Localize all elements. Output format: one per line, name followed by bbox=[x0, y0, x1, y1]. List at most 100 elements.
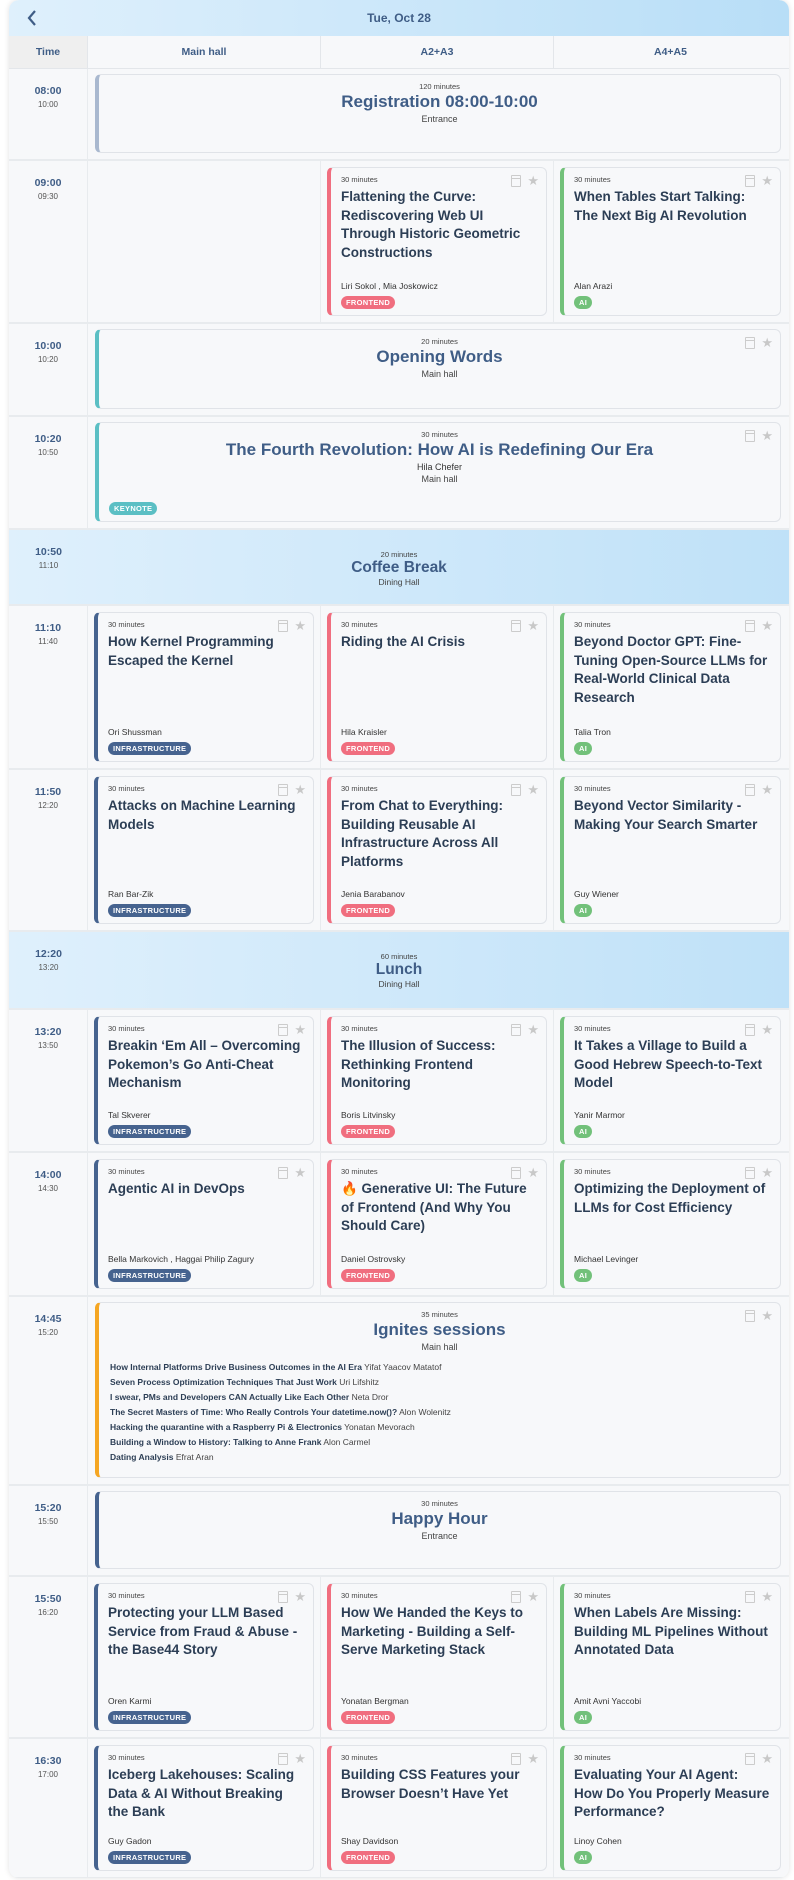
plenary-session-card[interactable]: 120 minutes Registration 08:00-10:00 Entra… bbox=[95, 74, 781, 153]
star-icon[interactable]: ★ bbox=[761, 1308, 773, 1323]
tag-badge: AI bbox=[574, 1851, 593, 1864]
plenary-session-card[interactable]: 30 minutes Happy Hour Entrance bbox=[95, 1491, 781, 1569]
calendar-icon[interactable] bbox=[278, 784, 289, 796]
calendar-icon[interactable] bbox=[511, 1167, 522, 1179]
end-time: 10:00 bbox=[37, 100, 59, 109]
chevron-left-icon[interactable] bbox=[23, 8, 41, 28]
session-card[interactable]: ★ 30 minutes Beyond Doctor GPT: Fine-Tunin… bbox=[560, 612, 781, 762]
plenary-session-card[interactable]: ★ 20 minutes Opening Words Main hall bbox=[95, 329, 781, 409]
session-card[interactable]: ★ 30 minutes When Tables Start Talking: Th… bbox=[560, 167, 781, 316]
session-card[interactable]: ★ 30 minutes Riding the AI Crisis Hila Krai… bbox=[327, 612, 547, 762]
star-icon[interactable]: ★ bbox=[527, 1751, 539, 1766]
calendar-icon[interactable] bbox=[745, 1024, 756, 1036]
star-icon[interactable]: ★ bbox=[761, 1165, 773, 1180]
ignite-talk[interactable]: Building a Window to History: Talking to… bbox=[110, 1435, 770, 1450]
star-icon[interactable]: ★ bbox=[761, 428, 773, 443]
star-icon[interactable]: ★ bbox=[294, 1589, 306, 1604]
ignite-talk[interactable]: How Internal Platforms Drive Business Ou… bbox=[110, 1360, 770, 1375]
tag-badge: INFRASTRUCTURE bbox=[108, 1711, 192, 1724]
speakers: Oren Karmi bbox=[108, 1696, 152, 1706]
session-card[interactable]: ★ 30 minutes Building CSS Features your Br… bbox=[327, 1745, 547, 1871]
session-card[interactable]: ★ 30 minutes Attacks on Machine Learning M… bbox=[94, 776, 314, 924]
calendar-icon[interactable] bbox=[745, 175, 756, 187]
duration: 30 minutes bbox=[341, 1024, 378, 1033]
star-icon[interactable]: ★ bbox=[761, 173, 773, 188]
star-icon[interactable]: ★ bbox=[527, 618, 539, 633]
session-card[interactable]: ★ 30 minutes Agentic AI in DevOps Bella Mar… bbox=[94, 1159, 314, 1289]
end-time: 17:00 bbox=[37, 1770, 59, 1779]
session-card[interactable]: ★ 30 minutes Breakin ‘Em All – Overcoming … bbox=[94, 1016, 314, 1145]
calendar-icon[interactable] bbox=[511, 620, 522, 632]
column-header-a4-a5: A4+A5 bbox=[654, 46, 687, 58]
calendar-icon[interactable] bbox=[511, 175, 522, 187]
calendar-icon[interactable] bbox=[745, 337, 756, 349]
calendar-icon[interactable] bbox=[511, 784, 522, 796]
end-time: 10:50 bbox=[37, 448, 59, 457]
calendar-icon[interactable] bbox=[745, 430, 756, 442]
session-card[interactable]: ★ 30 minutes From Chat to Everything: Buil… bbox=[327, 776, 547, 924]
calendar-icon[interactable] bbox=[278, 1591, 289, 1603]
ignite-talk[interactable]: I swear, PMs and Developers CAN Actually… bbox=[110, 1390, 770, 1405]
calendar-icon[interactable] bbox=[278, 1167, 289, 1179]
calendar-icon[interactable] bbox=[745, 784, 756, 796]
tag-badge: FRONTEND bbox=[341, 1711, 396, 1724]
session-card[interactable]: ★ 30 minutes Evaluating Your AI Agent: How… bbox=[560, 1745, 781, 1871]
star-icon[interactable]: ★ bbox=[294, 618, 306, 633]
star-icon[interactable]: ★ bbox=[294, 782, 306, 797]
calendar-icon[interactable] bbox=[278, 1024, 289, 1036]
calendar-icon[interactable] bbox=[511, 1591, 522, 1603]
session-card[interactable]: ★ 30 minutes Optimizing the Deployment of … bbox=[560, 1159, 781, 1289]
plenary-session-card[interactable]: ★ 30 minutes The Fourth Revolution: How AI… bbox=[95, 422, 781, 522]
session-card[interactable]: ★ 30 minutes It Takes a Village to Build a… bbox=[560, 1016, 781, 1145]
session-card[interactable]: ★ 30 minutes Protecting your LLM Based Ser… bbox=[94, 1583, 314, 1731]
calendar-icon[interactable] bbox=[745, 1167, 756, 1179]
calendar-icon[interactable] bbox=[745, 1591, 756, 1603]
plenary-session-card[interactable]: ★ 35 minutes Ignites sessions Main hall How … bbox=[95, 1302, 781, 1478]
session-card[interactable]: ★ 30 minutes How We Handed the Keys to Mar… bbox=[327, 1583, 547, 1731]
star-icon[interactable]: ★ bbox=[527, 1589, 539, 1604]
session-card[interactable]: ★ 30 minutes The Illusion of Success: Reth… bbox=[327, 1016, 547, 1145]
ignite-talk[interactable]: The Secret Masters of Time: Who Really C… bbox=[110, 1405, 770, 1420]
schedule-row: 10:00 10:20 ★ 20 minutes Opening Words Main h… bbox=[9, 324, 789, 417]
star-icon[interactable]: ★ bbox=[761, 1589, 773, 1604]
talk-speaker: Alon Wolenitz bbox=[399, 1407, 451, 1417]
time-slot: 11:10 11:40 bbox=[9, 606, 88, 768]
calendar-icon[interactable] bbox=[511, 1024, 522, 1036]
star-icon[interactable]: ★ bbox=[527, 1022, 539, 1037]
calendar-icon[interactable] bbox=[745, 1753, 756, 1765]
star-icon[interactable]: ★ bbox=[761, 1751, 773, 1766]
session-card[interactable]: ★ 30 minutes Iceberg Lakehouses: Scaling D… bbox=[94, 1745, 314, 1871]
calendar-icon[interactable] bbox=[745, 1310, 756, 1322]
calendar-icon[interactable] bbox=[278, 620, 289, 632]
star-icon[interactable]: ★ bbox=[294, 1751, 306, 1766]
column-headers: Time Main hall A2+A3 A4+A5 bbox=[9, 36, 789, 69]
session-card[interactable]: ★ 30 minutes Beyond Vector Similarity - Ma… bbox=[560, 776, 781, 924]
calendar-icon[interactable] bbox=[511, 1753, 522, 1765]
ignite-talk[interactable]: Hacking the quarantine with a Raspberry … bbox=[110, 1420, 770, 1435]
duration: 30 minutes bbox=[341, 1591, 378, 1600]
calendar-icon[interactable] bbox=[278, 1753, 289, 1765]
location: Dining Hall bbox=[378, 577, 420, 587]
session-card[interactable]: ★ 30 minutes 🔥 Generative UI: The Future o… bbox=[327, 1159, 547, 1289]
ignite-talk[interactable]: Seven Process Optimization Techniques Th… bbox=[110, 1375, 770, 1390]
session-title: Attacks on Machine Learning Models bbox=[108, 798, 296, 832]
star-icon[interactable]: ★ bbox=[294, 1022, 306, 1037]
star-icon[interactable]: ★ bbox=[527, 173, 539, 188]
star-icon[interactable]: ★ bbox=[761, 782, 773, 797]
session-card[interactable]: ★ 30 minutes Flattening the Curve: Redisco… bbox=[327, 167, 547, 316]
time-slot: 12:20 13:20 bbox=[9, 932, 88, 1008]
star-icon[interactable]: ★ bbox=[294, 1165, 306, 1180]
schedule-row: 08:00 10:00 120 minutes Registration 08:00-… bbox=[9, 69, 789, 161]
session-card[interactable]: ★ 30 minutes When Labels Are Missing: Buil… bbox=[560, 1583, 781, 1731]
start-time: 09:00 bbox=[34, 177, 62, 189]
session-title: It Takes a Village to Build a Good Hebre… bbox=[574, 1038, 763, 1090]
star-icon[interactable]: ★ bbox=[761, 618, 773, 633]
star-icon[interactable]: ★ bbox=[761, 1022, 773, 1037]
session-card[interactable]: ★ 30 minutes How Kernel Programming Escape… bbox=[94, 612, 314, 762]
calendar-icon[interactable] bbox=[745, 620, 756, 632]
star-icon[interactable]: ★ bbox=[761, 335, 773, 350]
ignite-talk[interactable]: Dating Analysis Efrat Aran bbox=[110, 1450, 770, 1465]
star-icon[interactable]: ★ bbox=[527, 1165, 539, 1180]
duration: 30 minutes bbox=[341, 620, 378, 629]
star-icon[interactable]: ★ bbox=[527, 782, 539, 797]
